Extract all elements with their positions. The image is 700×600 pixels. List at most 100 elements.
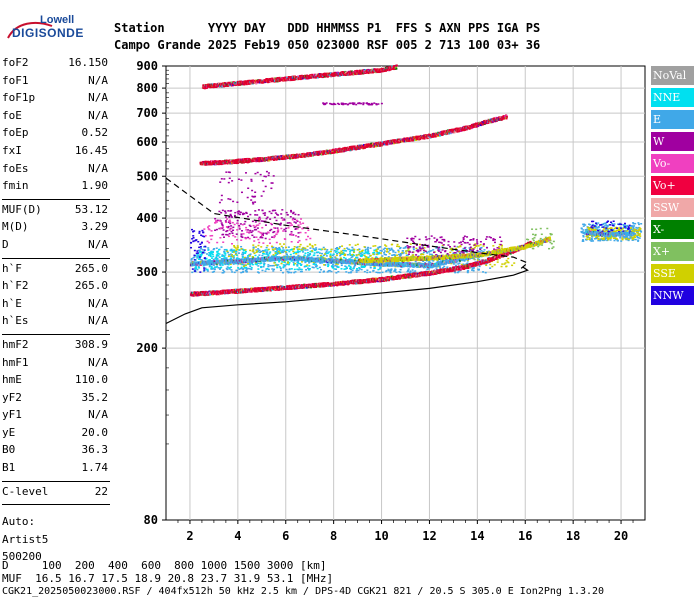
echo-dot — [225, 171, 228, 173]
echo-dot — [603, 230, 606, 233]
echo-dot — [526, 238, 529, 241]
echo-dot — [624, 227, 627, 230]
echo-dot — [311, 266, 314, 269]
echo-dot — [240, 179, 243, 181]
echo-dot — [218, 201, 221, 204]
echo-dot — [229, 198, 232, 201]
echo-dot — [598, 224, 601, 226]
echo-dot — [253, 229, 256, 231]
echo-dot — [349, 271, 352, 274]
echo-dot — [334, 256, 337, 258]
echo-dot — [343, 254, 346, 256]
echo-dot — [459, 253, 462, 255]
echo-dot — [392, 254, 395, 256]
echo-dot — [609, 237, 612, 240]
echo-dot — [606, 225, 609, 227]
echo-dot — [238, 211, 241, 213]
echo-dot — [233, 271, 236, 274]
echo-dot — [390, 247, 393, 250]
echo-dot — [366, 269, 369, 271]
echo-dot — [597, 226, 600, 228]
echo-dot — [252, 251, 255, 253]
echo-dot — [283, 219, 286, 221]
echo-dot — [614, 230, 617, 232]
echo-dot — [496, 261, 499, 263]
echo-dot — [499, 243, 502, 246]
echo-dot — [311, 246, 314, 248]
echo-dot — [247, 215, 250, 218]
echo-dot — [319, 256, 322, 259]
trace-point — [332, 284, 335, 287]
echo-traces — [189, 64, 635, 297]
echo-dot — [340, 102, 343, 105]
param-value: N/A — [88, 296, 108, 310]
echo-dot — [228, 229, 231, 231]
param-row: foF1p N/A — [2, 91, 110, 109]
echo-dot — [225, 233, 228, 236]
echo-dot — [258, 222, 261, 225]
echo-dot — [374, 245, 377, 247]
echo-dot — [639, 235, 642, 237]
echo-dot — [285, 246, 288, 249]
echo-dot — [407, 269, 410, 272]
echo-dot — [210, 230, 213, 232]
echo-dot — [636, 227, 639, 229]
echo-dot — [244, 252, 247, 254]
echo-dot — [227, 198, 230, 200]
echo-dot — [194, 267, 197, 269]
echo-dot — [238, 226, 241, 228]
echo-dot — [209, 251, 212, 253]
echo-dot — [538, 244, 541, 246]
echo-dot — [622, 230, 625, 232]
echo-dot — [297, 255, 300, 257]
echo-dot — [632, 238, 635, 241]
echo-dot — [224, 252, 227, 255]
echo-dot — [618, 223, 621, 226]
echo-dot — [453, 245, 456, 248]
trace-point — [252, 289, 255, 292]
echo-dot — [418, 246, 421, 248]
echo-dot — [385, 251, 388, 253]
echo-dot — [220, 194, 223, 197]
echo-dot — [625, 236, 628, 239]
echo-dot — [344, 265, 347, 267]
echo-dot — [252, 203, 255, 205]
echo-dot — [314, 244, 317, 246]
echo-dot — [200, 242, 203, 244]
echo-dot — [256, 227, 259, 229]
param-name: foF1 — [2, 73, 29, 87]
echo-dot — [454, 271, 457, 274]
echo-dot — [636, 229, 639, 232]
echo-dot — [361, 249, 364, 252]
echo-dot — [277, 252, 280, 255]
echo-dot — [455, 264, 458, 267]
param-name: foEs — [2, 161, 29, 175]
echo-dot — [304, 247, 307, 250]
echo-dot — [215, 247, 218, 249]
echo-dot — [406, 237, 409, 240]
echo-dot — [382, 248, 385, 250]
echo-dot — [221, 209, 224, 212]
echo-dot — [462, 247, 465, 250]
param-name: h`Es — [2, 314, 29, 328]
echo-dot — [595, 222, 598, 225]
echo-dot — [402, 250, 405, 252]
trace-point — [384, 278, 387, 281]
echo-dot — [634, 236, 637, 238]
param-row: hmE 110.0 — [2, 373, 110, 391]
echo-dot — [466, 262, 469, 264]
echo-dot — [212, 255, 215, 258]
echo-dot — [313, 252, 316, 254]
echo-dot — [262, 232, 265, 235]
echo-dot — [412, 237, 415, 240]
trace-point — [426, 271, 429, 274]
echo-dot — [350, 256, 353, 259]
echo-dot — [334, 264, 337, 267]
echo-dot — [226, 266, 229, 268]
echo-dot — [378, 268, 381, 270]
echo-dot — [627, 238, 630, 241]
echo-dot — [197, 265, 200, 268]
echo-dot — [549, 239, 552, 242]
echo-dot — [351, 103, 354, 105]
echo-dot — [414, 235, 417, 238]
